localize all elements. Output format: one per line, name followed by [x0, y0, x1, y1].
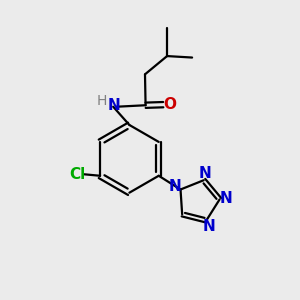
Text: Cl: Cl	[69, 167, 85, 182]
Text: N: N	[108, 98, 121, 113]
Text: O: O	[163, 97, 176, 112]
Text: N: N	[169, 178, 182, 194]
Text: N: N	[202, 219, 215, 234]
Text: N: N	[199, 167, 211, 182]
Text: H: H	[97, 94, 107, 108]
Text: N: N	[220, 191, 232, 206]
